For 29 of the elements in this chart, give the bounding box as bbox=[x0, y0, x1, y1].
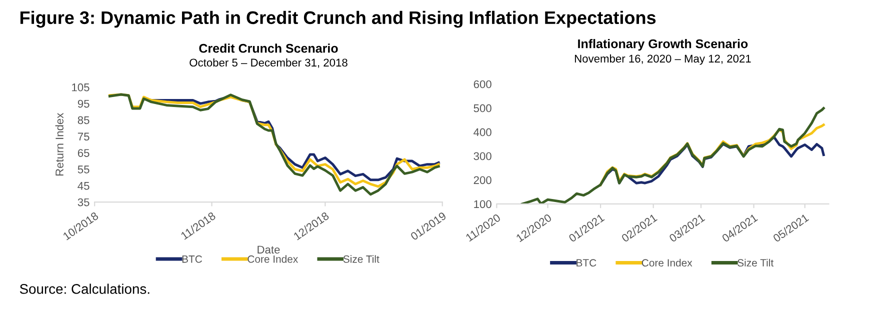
y-tick-label: 35 bbox=[78, 198, 90, 206]
y-tick-label: 100 bbox=[474, 200, 492, 208]
chart-subtitle: October 5 – December 31, 2018 bbox=[190, 58, 348, 68]
y-tick-label: 200 bbox=[474, 176, 492, 184]
chart-title: Inflationary Growth Scenario bbox=[578, 39, 748, 51]
y-tick-label: 105 bbox=[72, 83, 90, 92]
line-series bbox=[520, 107, 825, 204]
legend-label: Size Tilt bbox=[738, 258, 774, 267]
chart-title: Credit Crunch Scenario bbox=[199, 44, 338, 53]
source-note: Source: Calculations. bbox=[20, 284, 150, 294]
legend-label: BTC bbox=[182, 255, 202, 263]
y-tick-label: 75 bbox=[78, 132, 90, 141]
y-tick-label: 95 bbox=[78, 100, 90, 108]
legend-label: Size Tilt bbox=[343, 255, 380, 263]
y-tick-label: 55 bbox=[78, 166, 90, 174]
y-tick-label: 300 bbox=[474, 152, 492, 160]
y-tick-label: 85 bbox=[78, 116, 90, 124]
y-tick-label: 400 bbox=[474, 128, 492, 136]
y-tick-label: 45 bbox=[78, 182, 90, 190]
y-tick-label: 65 bbox=[78, 149, 90, 157]
legend-label: BTC bbox=[576, 259, 596, 267]
x-axis-title: Date bbox=[258, 246, 280, 254]
y-axis-title: Return Index bbox=[55, 112, 64, 176]
y-tick-label: 500 bbox=[474, 104, 492, 112]
legend-label: Core Index bbox=[642, 258, 692, 267]
y-tick-label: 600 bbox=[474, 80, 492, 88]
legend-label: Core Index bbox=[248, 255, 298, 263]
caption: Figure 3: Dynamic Path in Credit Crunch and Rising Inflation Expectations bbox=[20, 10, 656, 28]
chart-subtitle: November 16, 2020 – May 12, 2021 bbox=[574, 54, 751, 65]
